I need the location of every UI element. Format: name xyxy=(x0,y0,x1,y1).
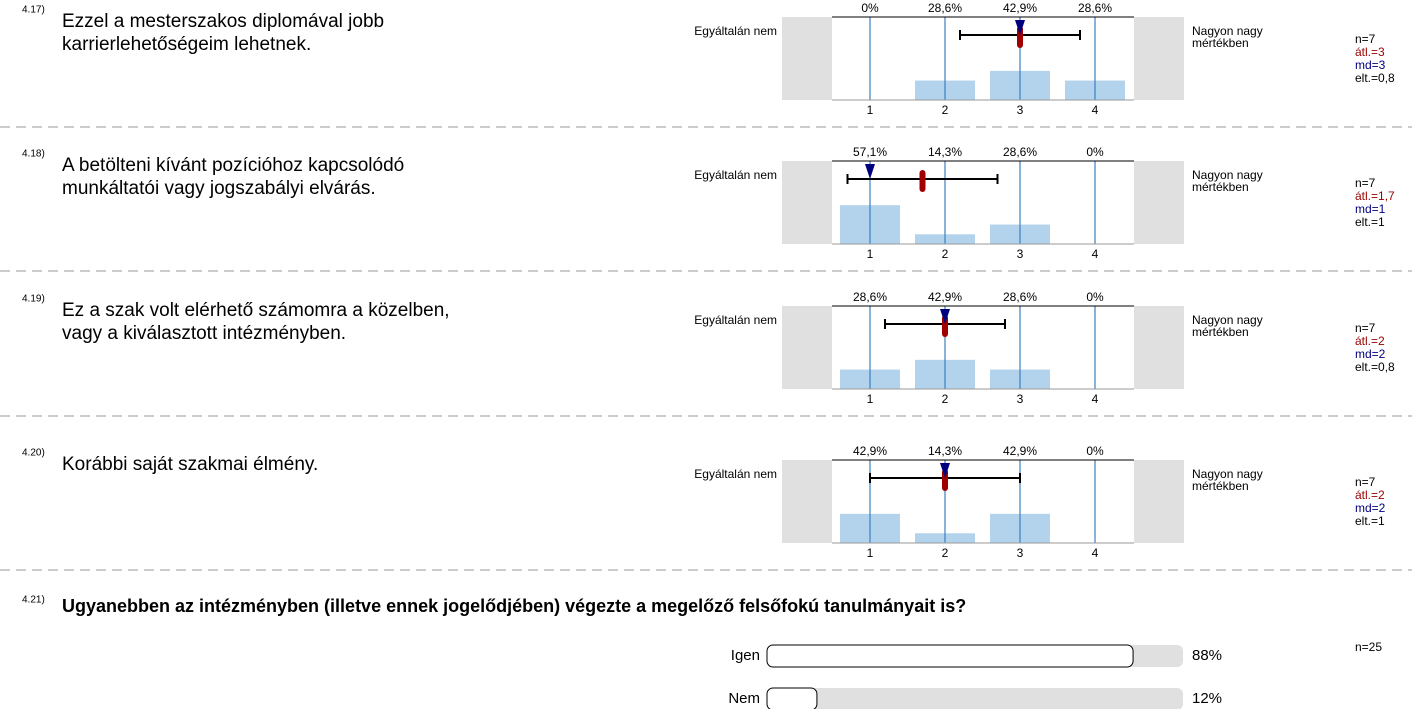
item-number: 4.18) xyxy=(22,149,45,160)
scale-label: 4 xyxy=(1092,103,1099,117)
stat-mean: átl.=2 xyxy=(1355,334,1385,348)
median-marker xyxy=(940,309,950,324)
value-label: 0% xyxy=(861,1,879,15)
scale-label: 1 xyxy=(867,392,874,406)
right-label: mértékben xyxy=(1192,325,1249,339)
question-n: n=25 xyxy=(1355,640,1382,654)
scale-label: 4 xyxy=(1092,392,1099,406)
mean-marker xyxy=(1017,26,1023,48)
option-bar xyxy=(766,687,818,709)
right-box xyxy=(1134,17,1184,100)
left-box xyxy=(782,17,832,100)
stat-mean: átl.=1,7 xyxy=(1355,189,1395,203)
item-text: Korábbi saját szakmai élmény. xyxy=(62,454,318,475)
scale-label: 2 xyxy=(942,392,949,406)
right-label: mértékben xyxy=(1192,180,1249,194)
scale-label: 3 xyxy=(1017,546,1024,560)
left-label: Egyáltalán nem xyxy=(694,313,777,327)
right-box xyxy=(1134,460,1184,543)
value-label: 42,9% xyxy=(1003,444,1037,458)
value-label: 14,3% xyxy=(928,444,962,458)
scale-label: 3 xyxy=(1017,247,1024,261)
stat-sd: elt.=1 xyxy=(1355,514,1385,528)
option-bar xyxy=(766,644,1134,668)
stat-median: md=2 xyxy=(1355,347,1386,361)
stat-n: n=7 xyxy=(1355,321,1376,335)
left-box xyxy=(782,161,832,244)
value-label: 42,9% xyxy=(928,290,962,304)
left-box xyxy=(782,306,832,389)
right-label: Nagyon nagy xyxy=(1192,313,1263,327)
right-label: Nagyon nagy xyxy=(1192,168,1263,182)
value-label: 28,6% xyxy=(1078,1,1112,15)
right-label: Nagyon nagy xyxy=(1192,467,1263,481)
scale-label: 1 xyxy=(867,546,874,560)
stat-sd: elt.=0,8 xyxy=(1355,71,1395,85)
item-text: karrierlehetőségeim lehetnek. xyxy=(62,34,311,55)
option-label: Igen xyxy=(731,647,760,664)
item-text: munkáltatói vagy jogszabályi elvárás. xyxy=(62,178,376,199)
stat-median: md=3 xyxy=(1355,58,1386,72)
value-label: 28,6% xyxy=(1003,145,1037,159)
value-label: 42,9% xyxy=(1003,1,1037,15)
item-text: vagy a kiválasztott intézményben. xyxy=(62,323,346,344)
value-label: 14,3% xyxy=(928,145,962,159)
median-marker xyxy=(1015,20,1025,35)
left-label: Egyáltalán nem xyxy=(694,467,777,481)
stat-sd: elt.=0,8 xyxy=(1355,360,1395,374)
value-label: 28,6% xyxy=(853,290,887,304)
scale-label: 3 xyxy=(1017,392,1024,406)
question-number: 4.21) xyxy=(22,595,45,606)
right-label: Nagyon nagy xyxy=(1192,24,1263,38)
value-label: 28,6% xyxy=(928,1,962,15)
item-number: 4.17) xyxy=(22,5,45,16)
scale-label: 2 xyxy=(942,103,949,117)
left-box xyxy=(782,460,832,543)
scale-label: 1 xyxy=(867,103,874,117)
value-label: 28,6% xyxy=(1003,290,1037,304)
mean-marker xyxy=(919,170,926,192)
stat-median: md=2 xyxy=(1355,501,1386,515)
option-label: Nem xyxy=(728,690,760,707)
median-marker xyxy=(865,164,875,179)
scale-label: 2 xyxy=(942,247,949,261)
right-label: mértékben xyxy=(1192,479,1249,493)
scale-label: 4 xyxy=(1092,247,1099,261)
option-track xyxy=(767,688,1183,709)
scale-label: 1 xyxy=(867,247,874,261)
stat-mean: átl.=2 xyxy=(1355,488,1385,502)
option-value: 12% xyxy=(1192,690,1222,707)
stat-median: md=1 xyxy=(1355,202,1386,216)
right-label: mértékben xyxy=(1192,36,1249,50)
item-text: Ezzel a mesterszakos diplomával jobb xyxy=(62,11,384,32)
left-label: Egyáltalán nem xyxy=(694,24,777,38)
value-label: 42,9% xyxy=(853,444,887,458)
stat-n: n=7 xyxy=(1355,32,1376,46)
right-box xyxy=(1134,161,1184,244)
item-number: 4.20) xyxy=(22,448,45,459)
item-number: 4.19) xyxy=(22,294,45,305)
right-box xyxy=(1134,306,1184,389)
mean-marker xyxy=(942,469,948,491)
value-label: 0% xyxy=(1086,145,1104,159)
value-label: 57,1% xyxy=(853,145,887,159)
question-text: Ugyanebben az intézményben (illetve enne… xyxy=(62,596,966,616)
scale-label: 3 xyxy=(1017,103,1024,117)
scale-label: 2 xyxy=(942,546,949,560)
stat-mean: átl.=3 xyxy=(1355,45,1385,59)
stat-sd: elt.=1 xyxy=(1355,215,1385,229)
median-marker xyxy=(940,463,950,478)
mean-marker xyxy=(942,315,948,337)
value-label: 0% xyxy=(1086,444,1104,458)
left-label: Egyáltalán nem xyxy=(694,168,777,182)
item-text: A betölteni kívánt pozícióhoz kapcsolódó xyxy=(62,155,404,176)
item-text: Ez a szak volt elérhető számomra a közel… xyxy=(62,300,450,321)
option-value: 88% xyxy=(1192,647,1222,664)
scale-label: 4 xyxy=(1092,546,1099,560)
stat-n: n=7 xyxy=(1355,176,1376,190)
stat-n: n=7 xyxy=(1355,475,1376,489)
value-label: 0% xyxy=(1086,290,1104,304)
